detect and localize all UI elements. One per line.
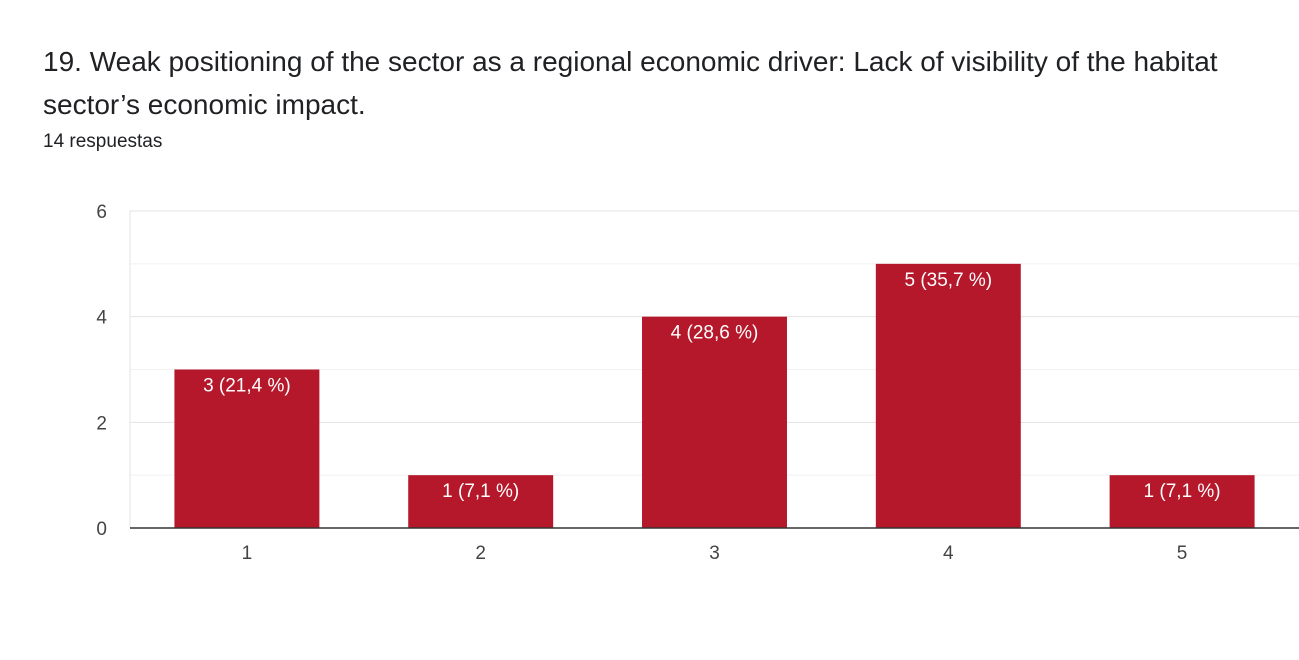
chart-bars (174, 263, 1255, 528)
response-count: 14 respuestas (43, 131, 163, 152)
data-label-3: 4 (28,6 %) (671, 323, 759, 344)
y-tick-label: 6 (96, 202, 107, 223)
bar-3 (642, 316, 787, 528)
bar-5 (1109, 475, 1255, 528)
chart-data-labels: 3 (21,4 %) 1 (7,1 %) 4 (28,6 %) 5 (35,7 %) 1… (203, 270, 1221, 502)
x-axis-ticks: 1 2 3 4 5 (242, 543, 1188, 564)
y-axis-ticks: 0 2 4 6 (96, 202, 107, 540)
y-tick-label: 0 (96, 519, 107, 540)
data-label-1: 3 (21,4 %) (203, 376, 291, 397)
x-tick-label: 5 (1177, 543, 1188, 564)
data-label-5: 1 (7,1 %) (1144, 481, 1221, 502)
x-tick-label: 3 (709, 543, 720, 564)
x-tick-label: 4 (943, 543, 954, 564)
y-tick-label: 2 (96, 413, 107, 434)
x-tick-label: 2 (475, 543, 486, 564)
bar-4 (875, 263, 1021, 528)
data-label-4: 5 (35,7 %) (904, 270, 992, 291)
bar-1 (174, 369, 320, 528)
x-tick-label: 1 (242, 543, 253, 564)
y-tick-label: 4 (96, 308, 107, 329)
data-label-2: 1 (7,1 %) (442, 481, 519, 502)
bar-2 (408, 475, 554, 528)
question-title: 19. Weak positioning of the sector as a … (43, 46, 1218, 120)
